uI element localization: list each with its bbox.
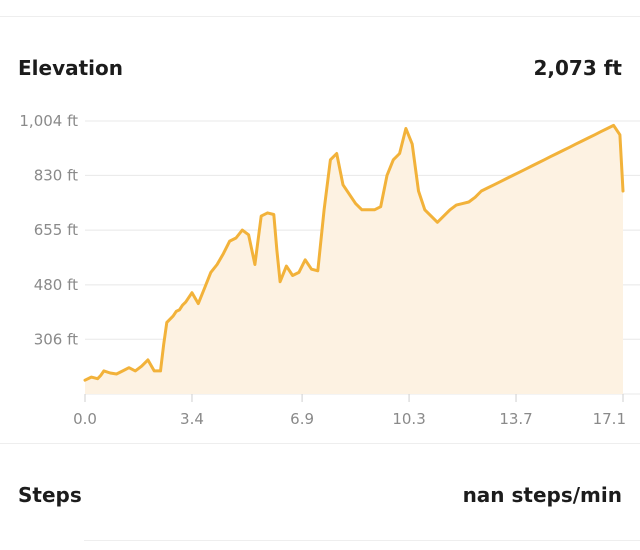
x-tick-label: 0.0 — [73, 410, 97, 428]
x-axis-ticks: 0.0 3.4 6.9 10.3 13.7 17.1 — [73, 394, 626, 428]
x-tick-label: 6.9 — [290, 410, 314, 428]
top-divider — [0, 16, 640, 17]
elevation-value: 2,073 ft — [533, 56, 623, 80]
y-tick-label: 655 ft — [34, 221, 78, 239]
bottom-divider — [84, 540, 640, 541]
elevation-title: Elevation — [18, 56, 124, 80]
y-axis-ticks: 1,004 ft 830 ft 655 ft 480 ft 306 ft — [19, 112, 78, 348]
elevation-chart: 1,004 ft 830 ft 655 ft 480 ft 306 ft 0.0 3.4 6… — [19, 112, 640, 428]
x-tick-label: 17.1 — [593, 410, 626, 428]
y-tick-label: 480 ft — [34, 276, 78, 294]
x-tick-label: 3.4 — [180, 410, 204, 428]
y-tick-label: 1,004 ft — [19, 112, 78, 130]
steps-title: Steps — [18, 483, 82, 507]
steps-value: nan steps/min — [462, 483, 622, 507]
y-tick-label: 306 ft — [34, 330, 78, 348]
middle-divider — [0, 443, 640, 444]
x-tick-label: 10.3 — [392, 410, 425, 428]
elevation-area — [85, 125, 623, 395]
elevation-line — [83, 123, 625, 382]
y-tick-label: 830 ft — [34, 166, 78, 184]
x-tick-label: 13.7 — [499, 410, 532, 428]
